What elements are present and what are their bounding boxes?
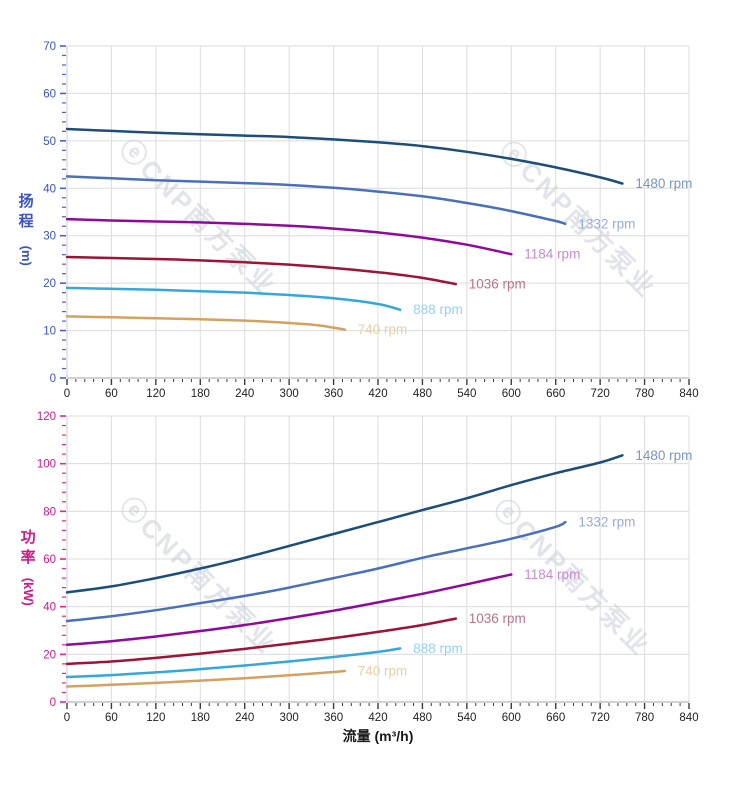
- x-tick-label: 0: [64, 712, 70, 724]
- x-tick-label: 840: [679, 388, 698, 400]
- x-tick-label: 480: [413, 712, 432, 724]
- power-flow-chart: 0 20 40 60 80 100 120 0 60 120 180 240 300 360 420 480 5…: [37, 411, 699, 724]
- y-tick-label: 80: [43, 506, 56, 518]
- x-tick-label: 780: [635, 712, 654, 724]
- x-tick-label: 660: [546, 388, 565, 400]
- y-tick-label: 10: [43, 326, 56, 338]
- x-tick-label: 420: [368, 712, 387, 724]
- y-tick-label: 50: [43, 136, 56, 148]
- x-tick-label: 120: [146, 712, 165, 724]
- curve-1036-rpm: [65, 617, 458, 666]
- head-axis-unit: (m): [18, 245, 34, 266]
- series-label-740-rpm: 740 rpm: [358, 664, 408, 679]
- x-tick-label: 720: [591, 388, 610, 400]
- axis-title-char: 程: [18, 213, 34, 231]
- series-label-1036-rpm: 1036 rpm: [469, 611, 526, 626]
- series-label-1480-rpm: 1480 rpm: [635, 176, 692, 191]
- curve-1184-rpm: [65, 573, 513, 647]
- x-tick-label: 720: [591, 712, 610, 724]
- y-tick-label: 60: [43, 88, 56, 100]
- curve-1332-rpm: [65, 520, 567, 623]
- series-label-1332-rpm: 1332 rpm: [578, 515, 635, 530]
- power-axis-title: 功率 (kW): [14, 528, 42, 605]
- y-tick-label: 40: [43, 602, 56, 614]
- x-tick-label: 660: [546, 712, 565, 724]
- axis-title-char: 率: [20, 549, 36, 567]
- head-axis-chars: 扬程: [19, 192, 34, 233]
- x-tick-label: 600: [502, 388, 521, 400]
- y-tick-label: 40: [43, 183, 56, 195]
- x-tick-label: 480: [413, 388, 432, 400]
- y-tick-label: 60: [43, 554, 56, 566]
- y-tick-label: 30: [43, 231, 56, 243]
- power-axis-unit: (kW): [20, 577, 36, 606]
- x-tick-label: 0: [64, 388, 70, 400]
- curve-888-rpm: [65, 286, 402, 311]
- watermark-text: ⓔCNP南方泵业: [114, 133, 283, 302]
- curve-740-rpm: [65, 669, 346, 688]
- y-tick-label: 100: [37, 459, 56, 471]
- y-tick-label: 0: [50, 373, 56, 385]
- x-tick-label: 540: [457, 712, 476, 724]
- x-tick-label: 840: [679, 712, 698, 724]
- y-tick-label: 20: [43, 649, 56, 661]
- curve-888-rpm: [65, 647, 402, 679]
- curve-1036-rpm: [65, 255, 458, 286]
- x-tick-label: 240: [235, 712, 254, 724]
- x-tick-label: 360: [324, 712, 343, 724]
- flow-axis-title: 流量 (m³/h): [342, 728, 414, 744]
- x-tick-label: 240: [235, 388, 254, 400]
- x-tick-label: 120: [146, 388, 165, 400]
- series-label-888-rpm: 888 rpm: [413, 302, 463, 317]
- x-tick-label: 300: [280, 712, 299, 724]
- power-axis-chars: 功率: [21, 528, 36, 569]
- y-tick-label: 70: [43, 41, 56, 53]
- x-tick-label: 180: [191, 712, 210, 724]
- x-tick-label: 180: [191, 388, 210, 400]
- series-label-740-rpm: 740 rpm: [358, 322, 408, 337]
- x-tick-label: 540: [457, 388, 476, 400]
- x-tick-label: 600: [502, 712, 521, 724]
- curve-1332-rpm: [65, 175, 567, 226]
- x-tick-label: 360: [324, 388, 343, 400]
- curve-1184-rpm: [65, 217, 513, 256]
- series-label-1184-rpm: 1184 rpm: [524, 567, 580, 582]
- y-tick-label: 120: [37, 411, 56, 423]
- x-tick-label: 780: [635, 388, 654, 400]
- series-label-1332-rpm: 1332 rpm: [578, 216, 635, 231]
- axis-title-char: 扬: [18, 193, 34, 210]
- x-tick-label: 60: [105, 712, 118, 724]
- curve-1480-rpm: [65, 454, 624, 594]
- x-tick-label: 60: [105, 388, 118, 400]
- head-flow-chart: 0 10 20 30 40 50 60 70 0 60 120 180 240 300 360 420 480 5…: [43, 41, 698, 400]
- curve-1480-rpm: [65, 127, 624, 185]
- axis-title-char: 功: [20, 529, 36, 546]
- series-label-888-rpm: 888 rpm: [413, 641, 463, 656]
- curve-740-rpm: [65, 315, 346, 331]
- series-label-1036-rpm: 1036 rpm: [469, 277, 526, 292]
- watermark-text: ⓔCNP南方泵业: [114, 491, 283, 660]
- series-label-1184-rpm: 1184 rpm: [524, 247, 580, 262]
- x-tick-label: 420: [368, 388, 387, 400]
- series-label-1480-rpm: 1480 rpm: [635, 448, 692, 463]
- y-tick-label: 0: [50, 697, 56, 709]
- head-axis-title: 扬程 (m): [16, 192, 36, 266]
- y-tick-label: 20: [43, 278, 56, 290]
- x-tick-label: 300: [280, 388, 299, 400]
